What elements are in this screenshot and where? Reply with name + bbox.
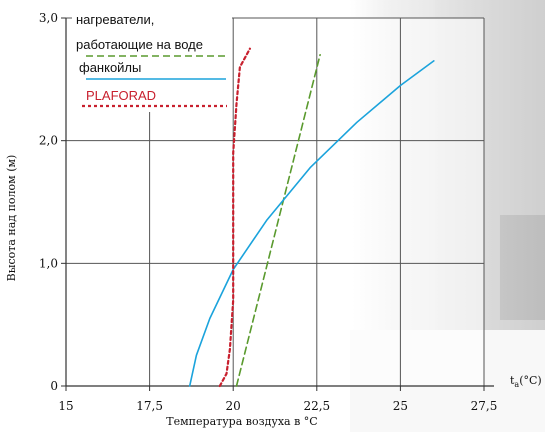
y-tick-label: 0 — [50, 379, 58, 393]
x-tick-label: 27,5 — [471, 399, 498, 413]
background-radiator — [500, 215, 545, 320]
series-line-plaforad — [218, 47, 251, 388]
y-tick-label: 1,0 — [39, 256, 58, 270]
series-line-fancoils — [188, 60, 435, 387]
series-layer — [188, 47, 435, 388]
x-tick-label: 20 — [226, 399, 241, 413]
x-tick-label: 25 — [393, 399, 408, 413]
x-axis-end-label: ta(°C) — [510, 374, 542, 389]
legend-label-water-heaters: нагреватели, — [76, 12, 154, 27]
x-axis-end-label-sub: a — [514, 380, 519, 389]
legend-label-water-heaters: работающие на воде — [76, 37, 203, 52]
x-axis-end-label-unit: (°C) — [519, 374, 542, 387]
tick-labels: 15 17,5 20 22,5 25 27,5 0 1,0 2,0 3,0 — [39, 11, 497, 413]
x-tick-label: 15 — [58, 399, 73, 413]
x-axis-end-label-main: t — [510, 374, 515, 387]
legend-label-plaforad: PLAFORAD — [86, 88, 156, 103]
legend: нагреватели, работающие на воде фанкойлы PL… — [72, 12, 232, 112]
y-axis-label: Высота над полом (м) — [5, 155, 18, 282]
series-line-water-heaters — [235, 54, 321, 387]
y-tick-label: 3,0 — [39, 11, 58, 25]
x-axis-label: Температура воздуха в °С — [166, 415, 317, 428]
legend-panel — [72, 12, 232, 112]
x-tick-label: 17,5 — [136, 399, 163, 413]
legend-label-fancoils: фанкойлы — [79, 60, 141, 75]
y-tick-label: 2,0 — [39, 134, 58, 148]
axes — [61, 17, 494, 391]
x-tick-label: 22,5 — [303, 399, 330, 413]
